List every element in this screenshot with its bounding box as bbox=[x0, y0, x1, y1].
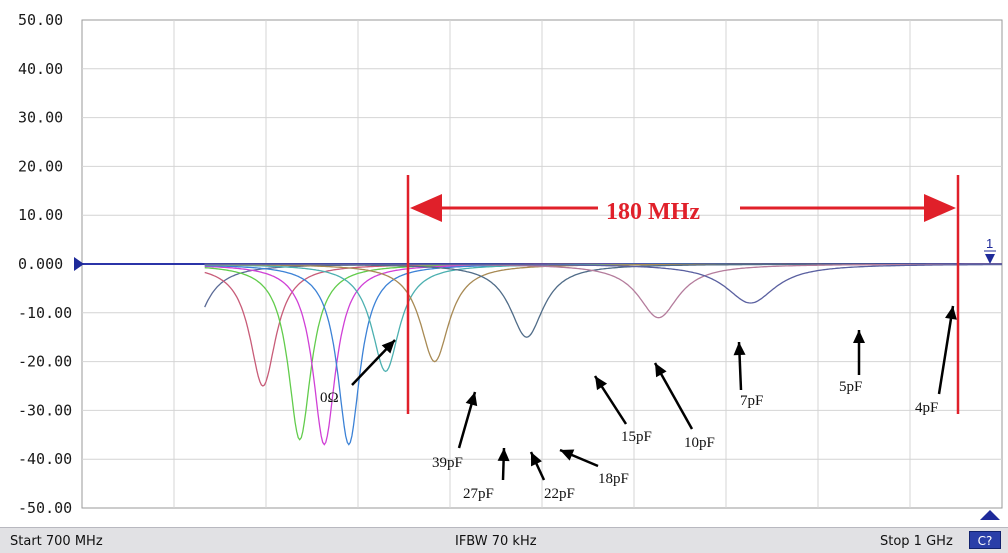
y-tick-label: 50.00 bbox=[18, 11, 63, 29]
channel-button[interactable]: C? bbox=[969, 531, 1001, 549]
span-arrow-left-head bbox=[410, 194, 442, 222]
series-label: 5pF bbox=[839, 379, 862, 395]
start-frequency: Start 700 MHz bbox=[10, 534, 103, 549]
series-label: 15pF bbox=[621, 429, 652, 445]
series-trace-4pF bbox=[204, 263, 1002, 304]
series-label: 18pF bbox=[598, 471, 629, 487]
y-axis: 50.00 40.00 30.00 20.00 10.00 0.000 -10.00 -20.… bbox=[18, 11, 72, 517]
series-pointer-head bbox=[531, 452, 542, 467]
status-bar: Start 700 MHz IFBW 70 kHz Stop 1 GHz C? bbox=[0, 527, 1008, 553]
series-pointer-head bbox=[655, 363, 667, 378]
series-pointer-head bbox=[853, 330, 865, 343]
series-label: 7pF bbox=[740, 393, 763, 409]
series-pointer-head bbox=[497, 448, 510, 462]
reference-marker bbox=[74, 257, 84, 271]
stop-frequency: Stop 1 GHz bbox=[880, 534, 953, 549]
series-label: 4pF bbox=[915, 400, 938, 416]
series-label: 10pF bbox=[684, 435, 715, 451]
series-pointer-head bbox=[465, 392, 478, 407]
y-tick-label: 30.00 bbox=[18, 109, 63, 127]
series-label: 0Ω bbox=[320, 390, 339, 406]
y-tick-label: 20.00 bbox=[18, 157, 63, 175]
trace-marker-arrow bbox=[985, 254, 995, 264]
series-pointer-head bbox=[381, 340, 395, 354]
series-label: 22pF bbox=[544, 486, 575, 502]
series-pointer-head bbox=[595, 376, 608, 391]
span-label: 180 MHz bbox=[606, 199, 700, 225]
series-traces bbox=[204, 263, 1002, 446]
series-pointer-head bbox=[945, 306, 957, 320]
trace-marker: 1 bbox=[986, 236, 993, 251]
series-pointer-head bbox=[560, 449, 575, 461]
y-tick-label: -20.00 bbox=[18, 353, 72, 371]
y-tick-label: 0.000 bbox=[18, 255, 63, 273]
y-tick-label: -40.00 bbox=[18, 450, 72, 468]
y-tick-label: -10.00 bbox=[18, 304, 72, 322]
y-tick-label: -50.00 bbox=[18, 499, 72, 517]
series-label: 39pF bbox=[432, 455, 463, 471]
y-tick-label: -30.00 bbox=[18, 401, 72, 419]
span-arrow-right-head bbox=[924, 194, 956, 222]
y-tick-label: 10.00 bbox=[18, 206, 63, 224]
series-pointer-head bbox=[733, 342, 746, 356]
series-label: 27pF bbox=[463, 486, 494, 502]
y-tick-label: 40.00 bbox=[18, 60, 63, 78]
if-bandwidth: IFBW 70 kHz bbox=[455, 534, 537, 549]
series-pointer-arrow bbox=[937, 305, 955, 395]
stop-marker bbox=[980, 510, 1000, 520]
